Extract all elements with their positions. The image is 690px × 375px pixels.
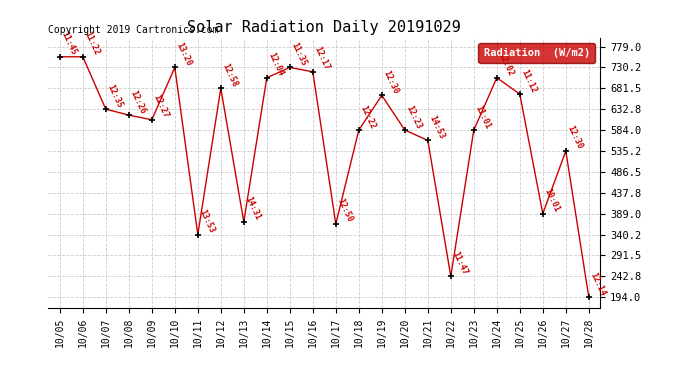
Text: 11:22: 11:22 (83, 30, 101, 57)
Text: 13:20: 13:20 (175, 41, 193, 68)
Text: 11:01: 11:01 (474, 104, 493, 130)
Text: Copyright 2019 Cartronics.com: Copyright 2019 Cartronics.com (48, 25, 219, 35)
Text: 12:30: 12:30 (566, 124, 584, 151)
Text: 12:17: 12:17 (313, 45, 331, 72)
Text: 12:04: 12:04 (267, 51, 286, 78)
Title: Solar Radiation Daily 20191029: Solar Radiation Daily 20191029 (188, 20, 461, 35)
Text: 12:02: 12:02 (497, 51, 515, 78)
Text: 12:14: 12:14 (589, 271, 607, 297)
Text: 12:27: 12:27 (152, 93, 170, 120)
Text: 12:58: 12:58 (221, 62, 239, 88)
Text: 12:50: 12:50 (336, 198, 355, 224)
Text: 11:45: 11:45 (60, 30, 79, 57)
Text: 13:53: 13:53 (198, 208, 217, 234)
Text: 11:35: 11:35 (290, 41, 308, 68)
Text: 11:12: 11:12 (520, 68, 538, 94)
Text: 12:23: 12:23 (405, 104, 424, 130)
Text: 12:22: 12:22 (359, 104, 377, 130)
Text: 11:47: 11:47 (451, 250, 469, 276)
Legend: Radiation  (W/m2): Radiation (W/m2) (478, 43, 595, 63)
Text: 14:53: 14:53 (428, 114, 446, 140)
Text: 10:01: 10:01 (543, 187, 562, 214)
Text: 12:35: 12:35 (106, 83, 124, 109)
Text: 14:31: 14:31 (244, 195, 262, 222)
Text: 12:26: 12:26 (129, 88, 148, 115)
Text: 12:30: 12:30 (382, 69, 400, 95)
